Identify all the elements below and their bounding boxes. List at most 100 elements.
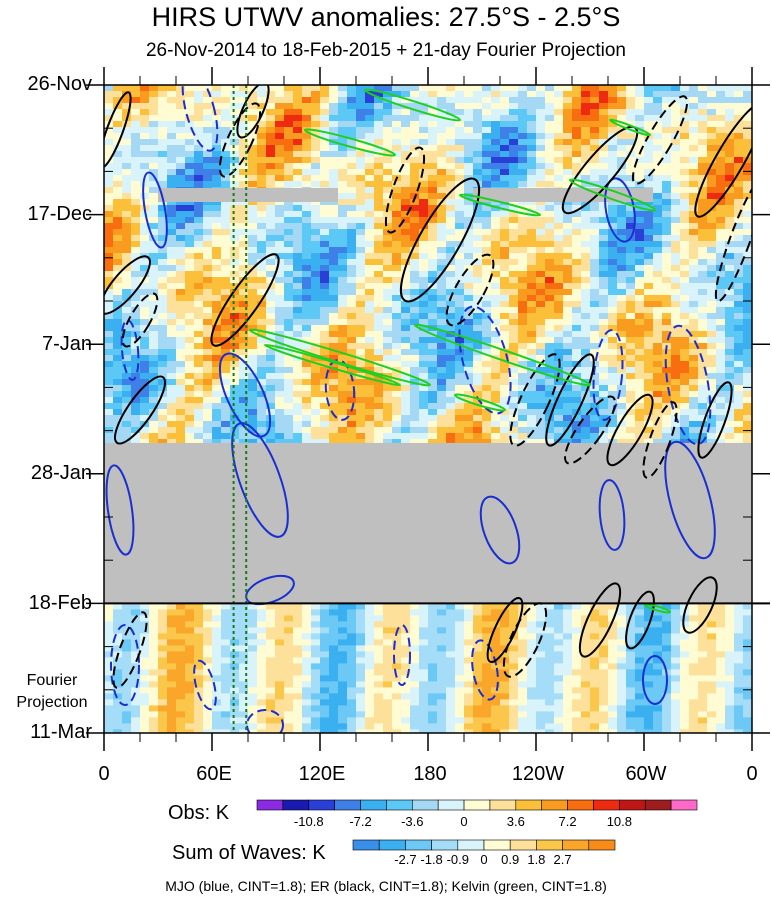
obs-field-cell (725, 271, 735, 278)
obs-field-cell (653, 217, 663, 224)
obs-field-cell (446, 391, 456, 398)
obs-field-cell (347, 139, 357, 146)
obs-field-cell (635, 211, 645, 218)
obs-field-cell (374, 229, 384, 236)
obs-field-cell (194, 127, 204, 134)
obs-field-cell (473, 409, 483, 416)
obs-field-cell (248, 211, 258, 218)
obs-field-cell (662, 115, 672, 122)
obs-field-cell (437, 157, 447, 164)
obs-field-cell (608, 169, 618, 176)
obs-field-cell (635, 253, 645, 260)
obs-field-cell (176, 403, 186, 410)
obs-field-cell (248, 343, 258, 350)
obs-field-cell (275, 169, 285, 176)
obs-field-cell (698, 169, 708, 176)
obs-field-cell (626, 85, 636, 92)
obs-field-cell (131, 415, 141, 422)
obs-field-cell (446, 163, 456, 170)
obs-field-cell (518, 415, 528, 422)
obs-field-cell (365, 307, 375, 314)
obs-field-cell (473, 145, 483, 152)
obs-field-cell (158, 97, 168, 104)
obs-field-cell (176, 103, 186, 110)
obs-field-cell (698, 433, 708, 440)
obs-field-cell (671, 385, 681, 392)
obs-field-cell (725, 331, 735, 338)
obs-field-cell (176, 367, 186, 374)
obs-field-cell (608, 265, 618, 272)
obs-field-cell (329, 289, 339, 296)
obs-field-cell (734, 343, 744, 350)
obs-field-cell (239, 355, 249, 362)
obs-field-cell (725, 211, 735, 218)
obs-field-cell (626, 121, 636, 128)
obs-field-cell (383, 427, 393, 434)
obs-field-cell (617, 115, 627, 122)
obs-field-cell (473, 169, 483, 176)
obs-field-cell (536, 349, 546, 356)
obs-field-cell (635, 289, 645, 296)
obs-field-cell (482, 127, 492, 134)
obs-field-cell (680, 343, 690, 350)
obs-field-cell (374, 97, 384, 104)
obs-field-cell (158, 301, 168, 308)
obs-field-cell (707, 85, 717, 92)
obs-field-cell (617, 331, 627, 338)
obs-field-cell (653, 337, 663, 344)
obs-field-cell (104, 391, 114, 398)
obs-field-cell (275, 205, 285, 212)
obs-field-cell (176, 223, 186, 230)
obs-field-cell (644, 409, 654, 416)
obs-field-cell (437, 265, 447, 272)
obs-field-cell (239, 175, 249, 182)
obs-field-cell (338, 409, 348, 416)
obs-field-cell (257, 133, 267, 140)
obs-field-cell (707, 391, 717, 398)
obs-field-cell (419, 373, 429, 380)
obs-field-cell (590, 145, 600, 152)
obs-field-cell (230, 433, 240, 440)
obs-field-cell (734, 157, 744, 164)
obs-field-cell (464, 157, 474, 164)
obs-field-cell (365, 379, 375, 386)
obs-field-cell (572, 199, 582, 206)
obs-field-cell (581, 109, 591, 116)
obs-field-cell (743, 115, 752, 122)
obs-field-cell (473, 217, 483, 224)
obs-field-cell (500, 277, 510, 284)
obs-field-cell (464, 253, 474, 260)
obs-field-cell (725, 433, 735, 440)
obs-field-cell (707, 385, 717, 392)
obs-field-cell (284, 229, 294, 236)
obs-field-cell (680, 205, 690, 212)
obs-field-cell (347, 325, 357, 332)
obs-field-cell (707, 151, 717, 158)
obs-field-cell (131, 241, 141, 248)
obs-field-cell (167, 235, 177, 242)
obs-field-cell (500, 433, 510, 440)
obs-field-cell (257, 439, 267, 446)
obs-field-cell (419, 295, 429, 302)
chart-subtitle: 26-Nov-2014 to 18-Feb-2015 + 21-day Four… (145, 40, 627, 61)
obs-field-cell (149, 331, 159, 338)
obs-field-cell (644, 115, 654, 122)
obs-field-cell (464, 409, 474, 416)
obs-field-cell (599, 385, 609, 392)
obs-field-cell (419, 91, 429, 98)
obs-field-cell (239, 235, 249, 242)
obs-field-cell (563, 103, 573, 110)
obs-field-cell (590, 295, 600, 302)
obs-field-cell (599, 373, 609, 380)
obs-field-cell (527, 91, 537, 98)
obs-field-cell (554, 313, 564, 320)
obs-field-cell (518, 361, 528, 368)
obs-field-cell (203, 199, 213, 206)
obs-field-cell (671, 427, 681, 434)
obs-field-cell (536, 169, 546, 176)
obs-field-cell (419, 301, 429, 308)
obs-field-cell (338, 199, 348, 206)
obs-field-cell (239, 433, 249, 440)
obs-field-cell (509, 115, 519, 122)
obs-field-cell (284, 277, 294, 284)
